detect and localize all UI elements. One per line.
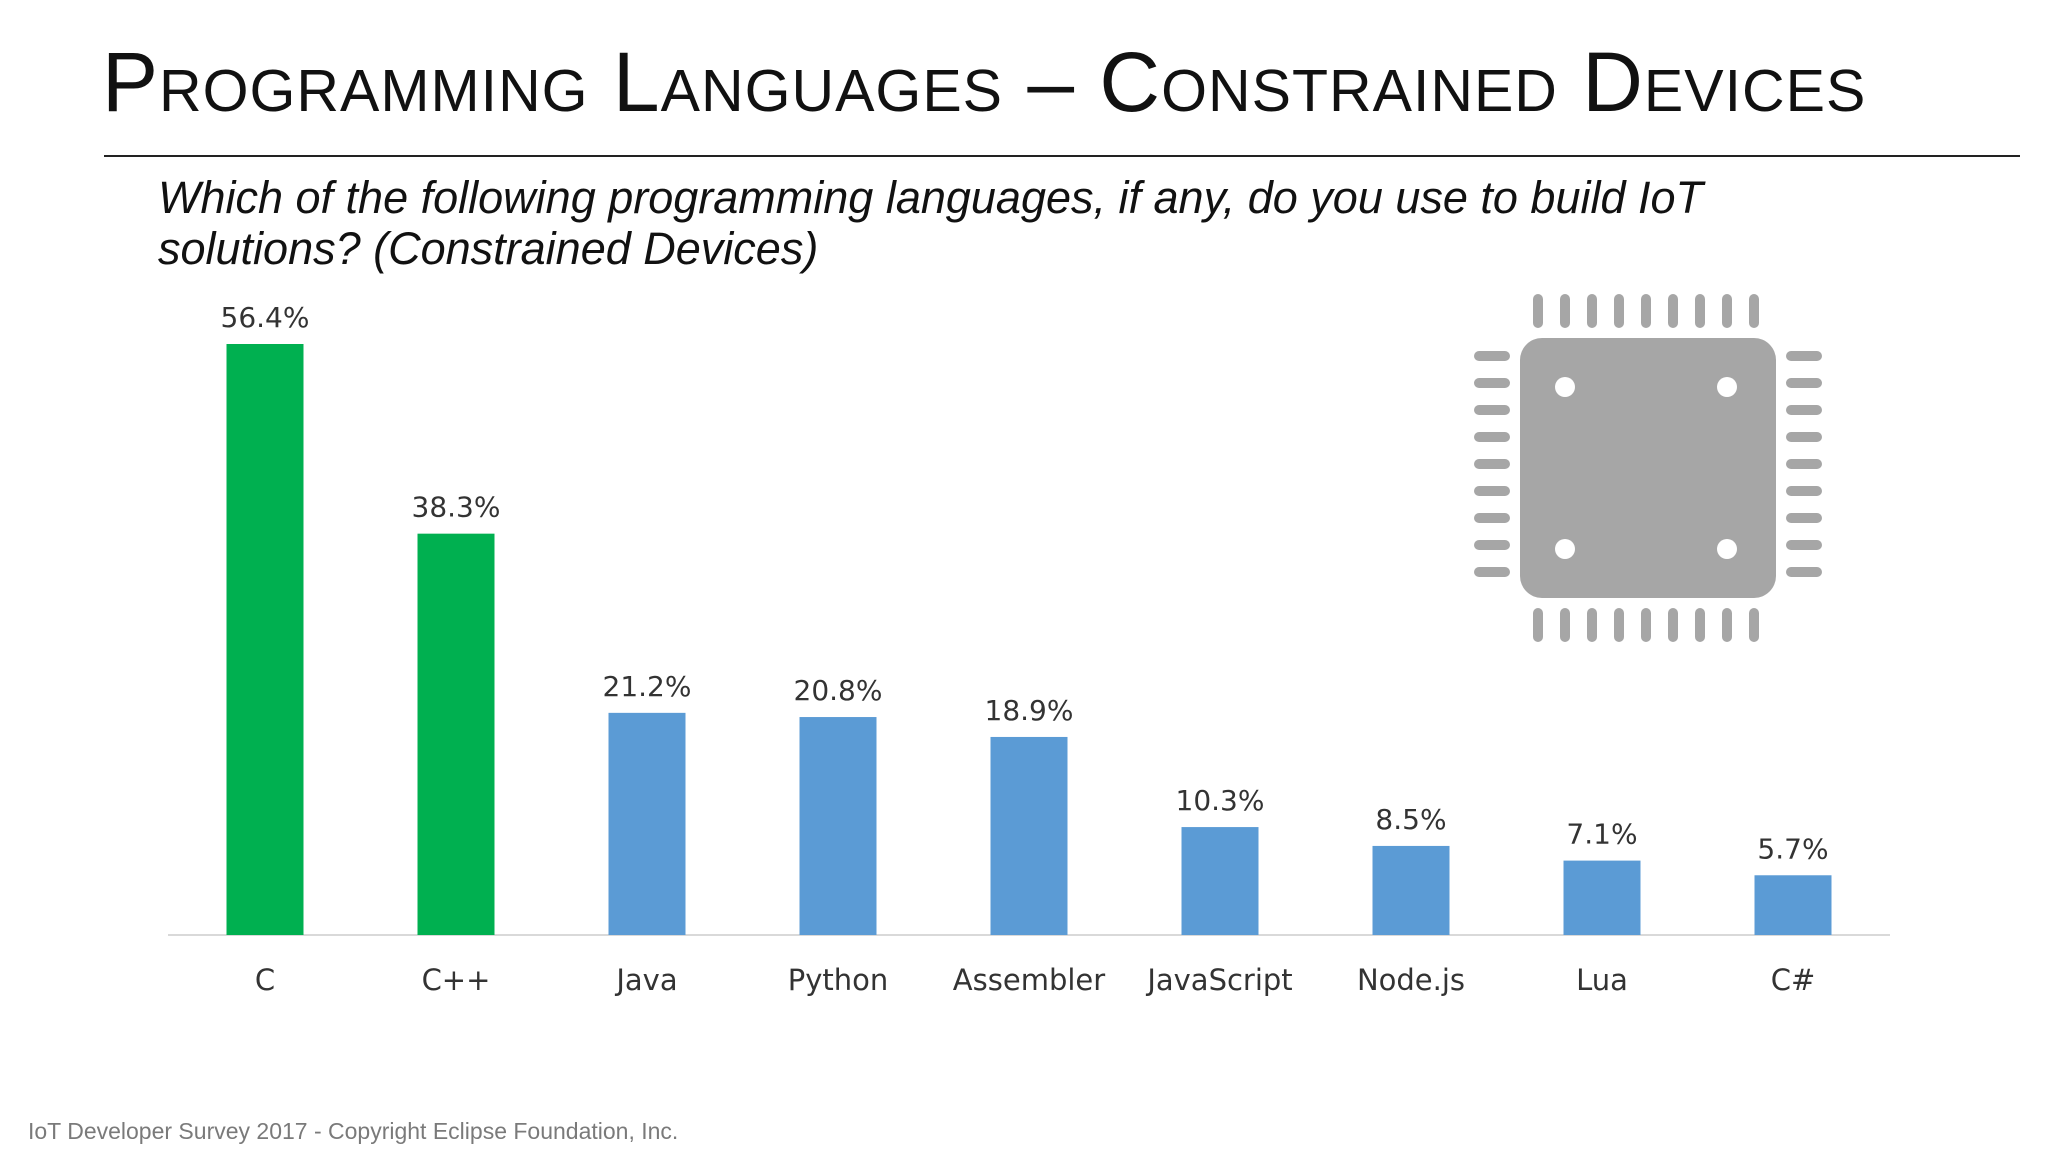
- chip-pin-bottom: [1749, 608, 1759, 642]
- data-label-java: 21.2%: [603, 670, 692, 703]
- bar-python: [799, 717, 877, 935]
- chip-dot: [1717, 539, 1737, 559]
- category-label-javascript: JavaScript: [1145, 963, 1292, 997]
- bar-node-js: [1372, 845, 1450, 935]
- bar-c: [226, 344, 304, 935]
- category-label-node-js: Node.js: [1357, 963, 1465, 997]
- category-label-python: Python: [788, 963, 889, 997]
- chip-pin-top: [1533, 294, 1543, 328]
- chip-pin-bottom: [1695, 608, 1705, 642]
- slide-title: Programming Languages – Constrained Devi…: [102, 35, 1867, 129]
- chip-pin-right: [1786, 351, 1822, 361]
- chip-pin-bottom: [1533, 608, 1543, 642]
- bar-assembler: [990, 736, 1068, 935]
- chip-pin-right: [1786, 513, 1822, 523]
- chip-pin-left: [1474, 378, 1510, 388]
- chip-pin-left: [1474, 540, 1510, 550]
- chip-pin-left: [1474, 351, 1510, 361]
- chip-pin-top: [1614, 294, 1624, 328]
- chip-pin-left: [1474, 459, 1510, 469]
- chip-pin-bottom: [1560, 608, 1570, 642]
- bar-csharp: [1754, 875, 1832, 935]
- bar-cplusplus: [417, 533, 495, 935]
- data-label-node-js: 8.5%: [1375, 803, 1446, 836]
- microchip-icon: [1474, 294, 1822, 642]
- data-label-python: 20.8%: [794, 674, 883, 707]
- category-labels-group: C C++ Java Python Assembler JavaScript Node.js…: [255, 963, 1815, 997]
- chip-pin-top: [1560, 294, 1570, 328]
- data-labels-group: 56.4% 38.3% 21.2% 20.8% 18.9% 10.3% 8.5% 7.1% 5.…: [221, 301, 1829, 865]
- chip-pin-top: [1587, 294, 1597, 328]
- title-divider: [104, 155, 2020, 157]
- chip-pin-right: [1786, 486, 1822, 496]
- category-label-lua: Lua: [1576, 963, 1628, 997]
- chip-pin-top: [1695, 294, 1705, 328]
- survey-question: Which of the following programming langu…: [158, 172, 1704, 274]
- chip-body: [1520, 338, 1776, 598]
- chip-pin-left: [1474, 486, 1510, 496]
- chip-pin-bottom: [1641, 608, 1651, 642]
- data-label-assembler: 18.9%: [985, 694, 1074, 727]
- bar-chart: 56.4% 38.3% 21.2% 20.8% 18.9% 10.3% 8.5% 7.1% 5.…: [168, 301, 1890, 997]
- chip-pin-left: [1474, 567, 1510, 577]
- data-label-csharp: 5.7%: [1757, 832, 1828, 865]
- footer-copyright: IoT Developer Survey 2017 - Copyright Ec…: [28, 1118, 679, 1144]
- chip-pin-top: [1668, 294, 1678, 328]
- chip-pin-left: [1474, 405, 1510, 415]
- chip-pin-right: [1786, 432, 1822, 442]
- data-label-c: 56.4%: [221, 301, 310, 334]
- data-label-lua: 7.1%: [1566, 818, 1637, 851]
- category-label-csharp: C#: [1771, 963, 1816, 997]
- chip-pins: [1474, 294, 1822, 642]
- chip-pin-left: [1474, 432, 1510, 442]
- chip-pin-top: [1749, 294, 1759, 328]
- bars-group: [226, 344, 1832, 935]
- chip-pin-right: [1786, 567, 1822, 577]
- bar-lua: [1563, 860, 1641, 935]
- chip-dot: [1555, 377, 1575, 397]
- chip-pin-top: [1722, 294, 1732, 328]
- data-label-javascript: 10.3%: [1176, 784, 1265, 817]
- chip-pin-bottom: [1614, 608, 1624, 642]
- chip-pin-bottom: [1668, 608, 1678, 642]
- chip-pin-right: [1786, 378, 1822, 388]
- category-label-assembler: Assembler: [953, 963, 1105, 997]
- category-label-cplusplus: C++: [422, 963, 491, 997]
- chip-pin-left: [1474, 513, 1510, 523]
- chip-pin-bottom: [1722, 608, 1732, 642]
- category-label-c: C: [255, 963, 275, 997]
- chip-pin-top: [1641, 294, 1651, 328]
- chip-pin-right: [1786, 405, 1822, 415]
- chip-pin-bottom: [1587, 608, 1597, 642]
- chip-dot: [1717, 377, 1737, 397]
- bar-java: [608, 712, 686, 935]
- bar-javascript: [1181, 827, 1259, 935]
- category-label-java: Java: [614, 963, 677, 997]
- chip-pin-right: [1786, 540, 1822, 550]
- data-label-cplusplus: 38.3%: [412, 491, 501, 524]
- chip-pin-right: [1786, 459, 1822, 469]
- chip-dot: [1555, 539, 1575, 559]
